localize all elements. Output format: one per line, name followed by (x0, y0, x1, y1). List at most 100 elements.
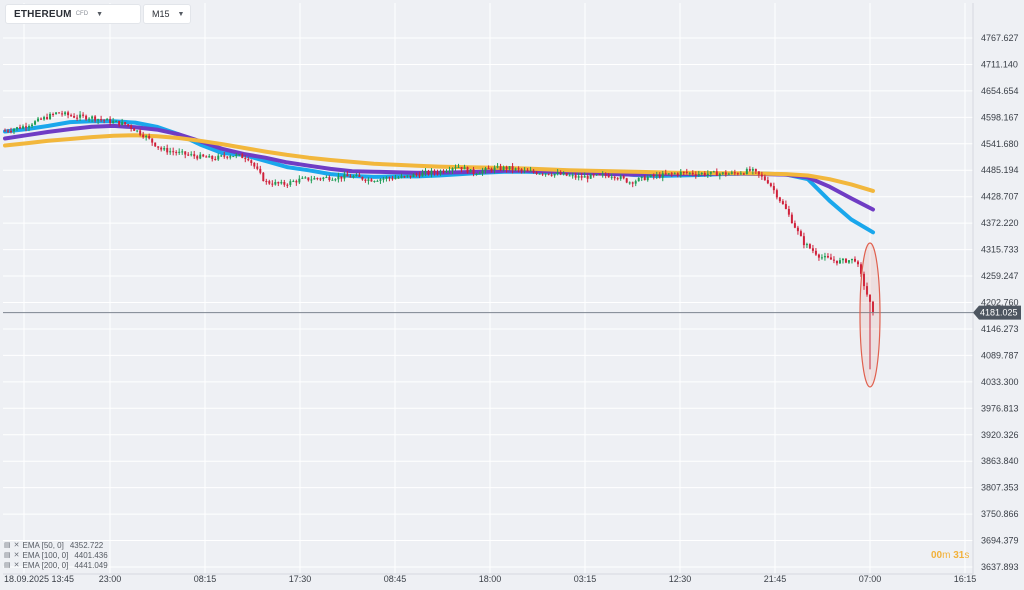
indicator-legend: ▤ ✕ EMA [50, 0] 4352.722 ▤ ✕ EMA [100, 0… (4, 541, 108, 571)
candle-body (448, 170, 451, 172)
y-axis: 4767.627 4711.140 4654.654 4598.167 4541.680… (981, 33, 1019, 572)
candle-body (445, 171, 448, 173)
settings-icon[interactable]: ▤ (4, 562, 11, 569)
y-tick-label: 4485.194 (981, 165, 1019, 175)
candle-body (394, 178, 397, 180)
candle-body (499, 166, 502, 170)
candle-body (385, 177, 388, 179)
candle-body (478, 173, 481, 175)
x-tick-label: 08:45 (384, 574, 407, 584)
candle-body (208, 155, 211, 158)
candle-body (712, 171, 715, 173)
candle-body (4, 130, 6, 132)
candle-body (658, 174, 661, 178)
candle-body (130, 125, 133, 129)
legend-row-ema200[interactable]: ▤ ✕ EMA [200, 0] 4441.049 (4, 561, 108, 571)
candle-body (409, 175, 412, 178)
candle-body (784, 204, 787, 209)
candle-body (442, 170, 445, 173)
candle-body (118, 120, 121, 126)
candle-body (145, 135, 148, 138)
candle-body (28, 126, 31, 128)
candle-body (370, 179, 373, 182)
candle-body (454, 167, 457, 169)
close-icon[interactable]: ✕ (13, 542, 20, 549)
candle-body (775, 190, 778, 198)
candle-body (313, 178, 316, 180)
candle-body (679, 171, 682, 175)
candle-body (793, 223, 796, 228)
candle-body (406, 175, 409, 177)
candle-body (805, 244, 808, 246)
candle-body (571, 175, 574, 177)
candle-body (451, 168, 454, 171)
candle-body (532, 170, 535, 173)
candle-body (259, 168, 262, 173)
x-tick-label: 07:00 (859, 574, 882, 584)
legend-row-ema100[interactable]: ▤ ✕ EMA [100, 0] 4401.436 (4, 551, 108, 561)
candle-body (106, 118, 109, 121)
countdown-minutes: 00 (931, 550, 943, 561)
candle-body (148, 135, 151, 139)
settings-icon[interactable]: ▤ (4, 552, 11, 559)
timeframe-label: M15 (152, 9, 170, 19)
highlight-ellipse-shape (859, 242, 881, 388)
y-tick-label: 3920.326 (981, 430, 1019, 440)
candle-body (136, 130, 139, 132)
candle-body (736, 173, 739, 175)
candle-body (217, 155, 220, 160)
candle-body (319, 178, 322, 180)
candle-body (742, 173, 745, 175)
candle-body (550, 174, 553, 176)
candle-body (238, 154, 241, 156)
candle-body (403, 176, 406, 178)
chevron-down-icon: ▼ (96, 10, 103, 18)
candle-body (856, 261, 859, 265)
candle-body (832, 259, 835, 261)
candle-body (367, 179, 370, 181)
close-icon[interactable]: ✕ (13, 552, 20, 559)
candle-body (211, 155, 214, 160)
candle-body (43, 117, 46, 120)
countdown-seconds: 31 (953, 550, 965, 561)
close-icon[interactable]: ✕ (13, 562, 20, 569)
candle-body (328, 177, 331, 180)
candle-body (307, 177, 310, 181)
candle-body (872, 301, 874, 313)
candle-body (544, 173, 547, 175)
candle-body (76, 117, 79, 119)
candle-body (547, 173, 550, 175)
candle-body (469, 169, 472, 173)
candle-body (301, 177, 304, 179)
candle-body (457, 167, 460, 169)
candle-body (205, 156, 208, 158)
settings-icon[interactable]: ▤ (4, 542, 11, 549)
candle-body (868, 294, 871, 302)
candle-body (574, 175, 577, 178)
candle-body (397, 177, 400, 179)
candle-body (7, 130, 10, 132)
candle-body (202, 154, 205, 157)
candle-body (427, 171, 430, 175)
legend-label: EMA [200, 0] (22, 561, 69, 570)
candle-body (790, 214, 793, 224)
candle-body (115, 120, 118, 122)
candle-body (664, 173, 667, 175)
candle-body (640, 176, 643, 178)
y-tick-label: 4259.247 (981, 271, 1019, 281)
ema-lines (3, 119, 875, 235)
grid (3, 3, 974, 575)
candle-body (127, 124, 130, 126)
candle-body (817, 254, 820, 258)
candle-body (400, 176, 403, 178)
symbol-selector[interactable]: ETHEREUM CFD ▼ (6, 5, 140, 23)
candle-body (55, 112, 58, 115)
candle-body (316, 178, 319, 180)
timeframe-selector[interactable]: M15 ▼ (144, 5, 190, 23)
candle-body (61, 113, 64, 115)
candle-body (346, 174, 349, 177)
candle-body (568, 175, 571, 177)
candle-body (706, 173, 709, 176)
legend-row-ema50[interactable]: ▤ ✕ EMA [50, 0] 4352.722 (4, 541, 108, 551)
